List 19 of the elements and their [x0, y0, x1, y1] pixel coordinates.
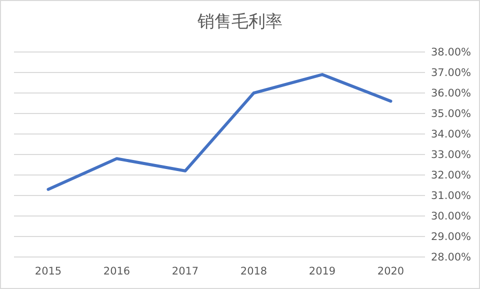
- x-tick-label: 2019: [308, 265, 336, 278]
- y-tick-label: 30.00%: [431, 210, 472, 222]
- y-tick-label: 32.00%: [431, 169, 472, 182]
- chart-title: 销售毛利率: [196, 12, 282, 32]
- y-tick-label: 33.00%: [431, 148, 472, 161]
- x-tick-label: 2015: [34, 265, 62, 278]
- y-tick-label: 36.00%: [431, 87, 472, 100]
- y-tick-label: 29.00%: [431, 230, 472, 243]
- x-tick-label: 2017: [172, 265, 199, 278]
- y-tick-label: 31.00%: [431, 190, 472, 202]
- y-tick-label: 37.00%: [431, 66, 472, 79]
- x-tick-label: 2016: [103, 265, 130, 278]
- y-tick-label: 38.00%: [431, 46, 472, 58]
- y-tick-label: 28.00%: [431, 251, 472, 264]
- line-series: [46, 73, 392, 191]
- x-tick-label: 2018: [240, 265, 268, 278]
- y-tick-label: 35.00%: [431, 108, 472, 120]
- y-tick-label: 34.00%: [431, 128, 472, 140]
- x-tick-label: 2020: [377, 265, 404, 278]
